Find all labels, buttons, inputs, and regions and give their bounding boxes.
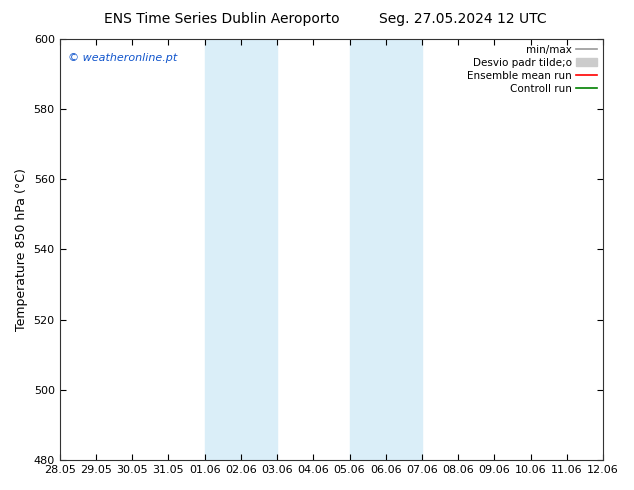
Legend: min/max, Desvio padr tilde;o, Ensemble mean run, Controll run: min/max, Desvio padr tilde;o, Ensemble m… (463, 41, 601, 98)
Text: Seg. 27.05.2024 12 UTC: Seg. 27.05.2024 12 UTC (379, 12, 547, 26)
Text: © weatheronline.pt: © weatheronline.pt (68, 53, 177, 63)
Bar (385, 39, 422, 460)
Bar (349, 39, 385, 460)
Bar (205, 39, 241, 460)
Text: ENS Time Series Dublin Aeroporto: ENS Time Series Dublin Aeroporto (104, 12, 340, 26)
Y-axis label: Temperature 850 hPa (°C): Temperature 850 hPa (°C) (15, 168, 28, 331)
Bar (241, 39, 277, 460)
